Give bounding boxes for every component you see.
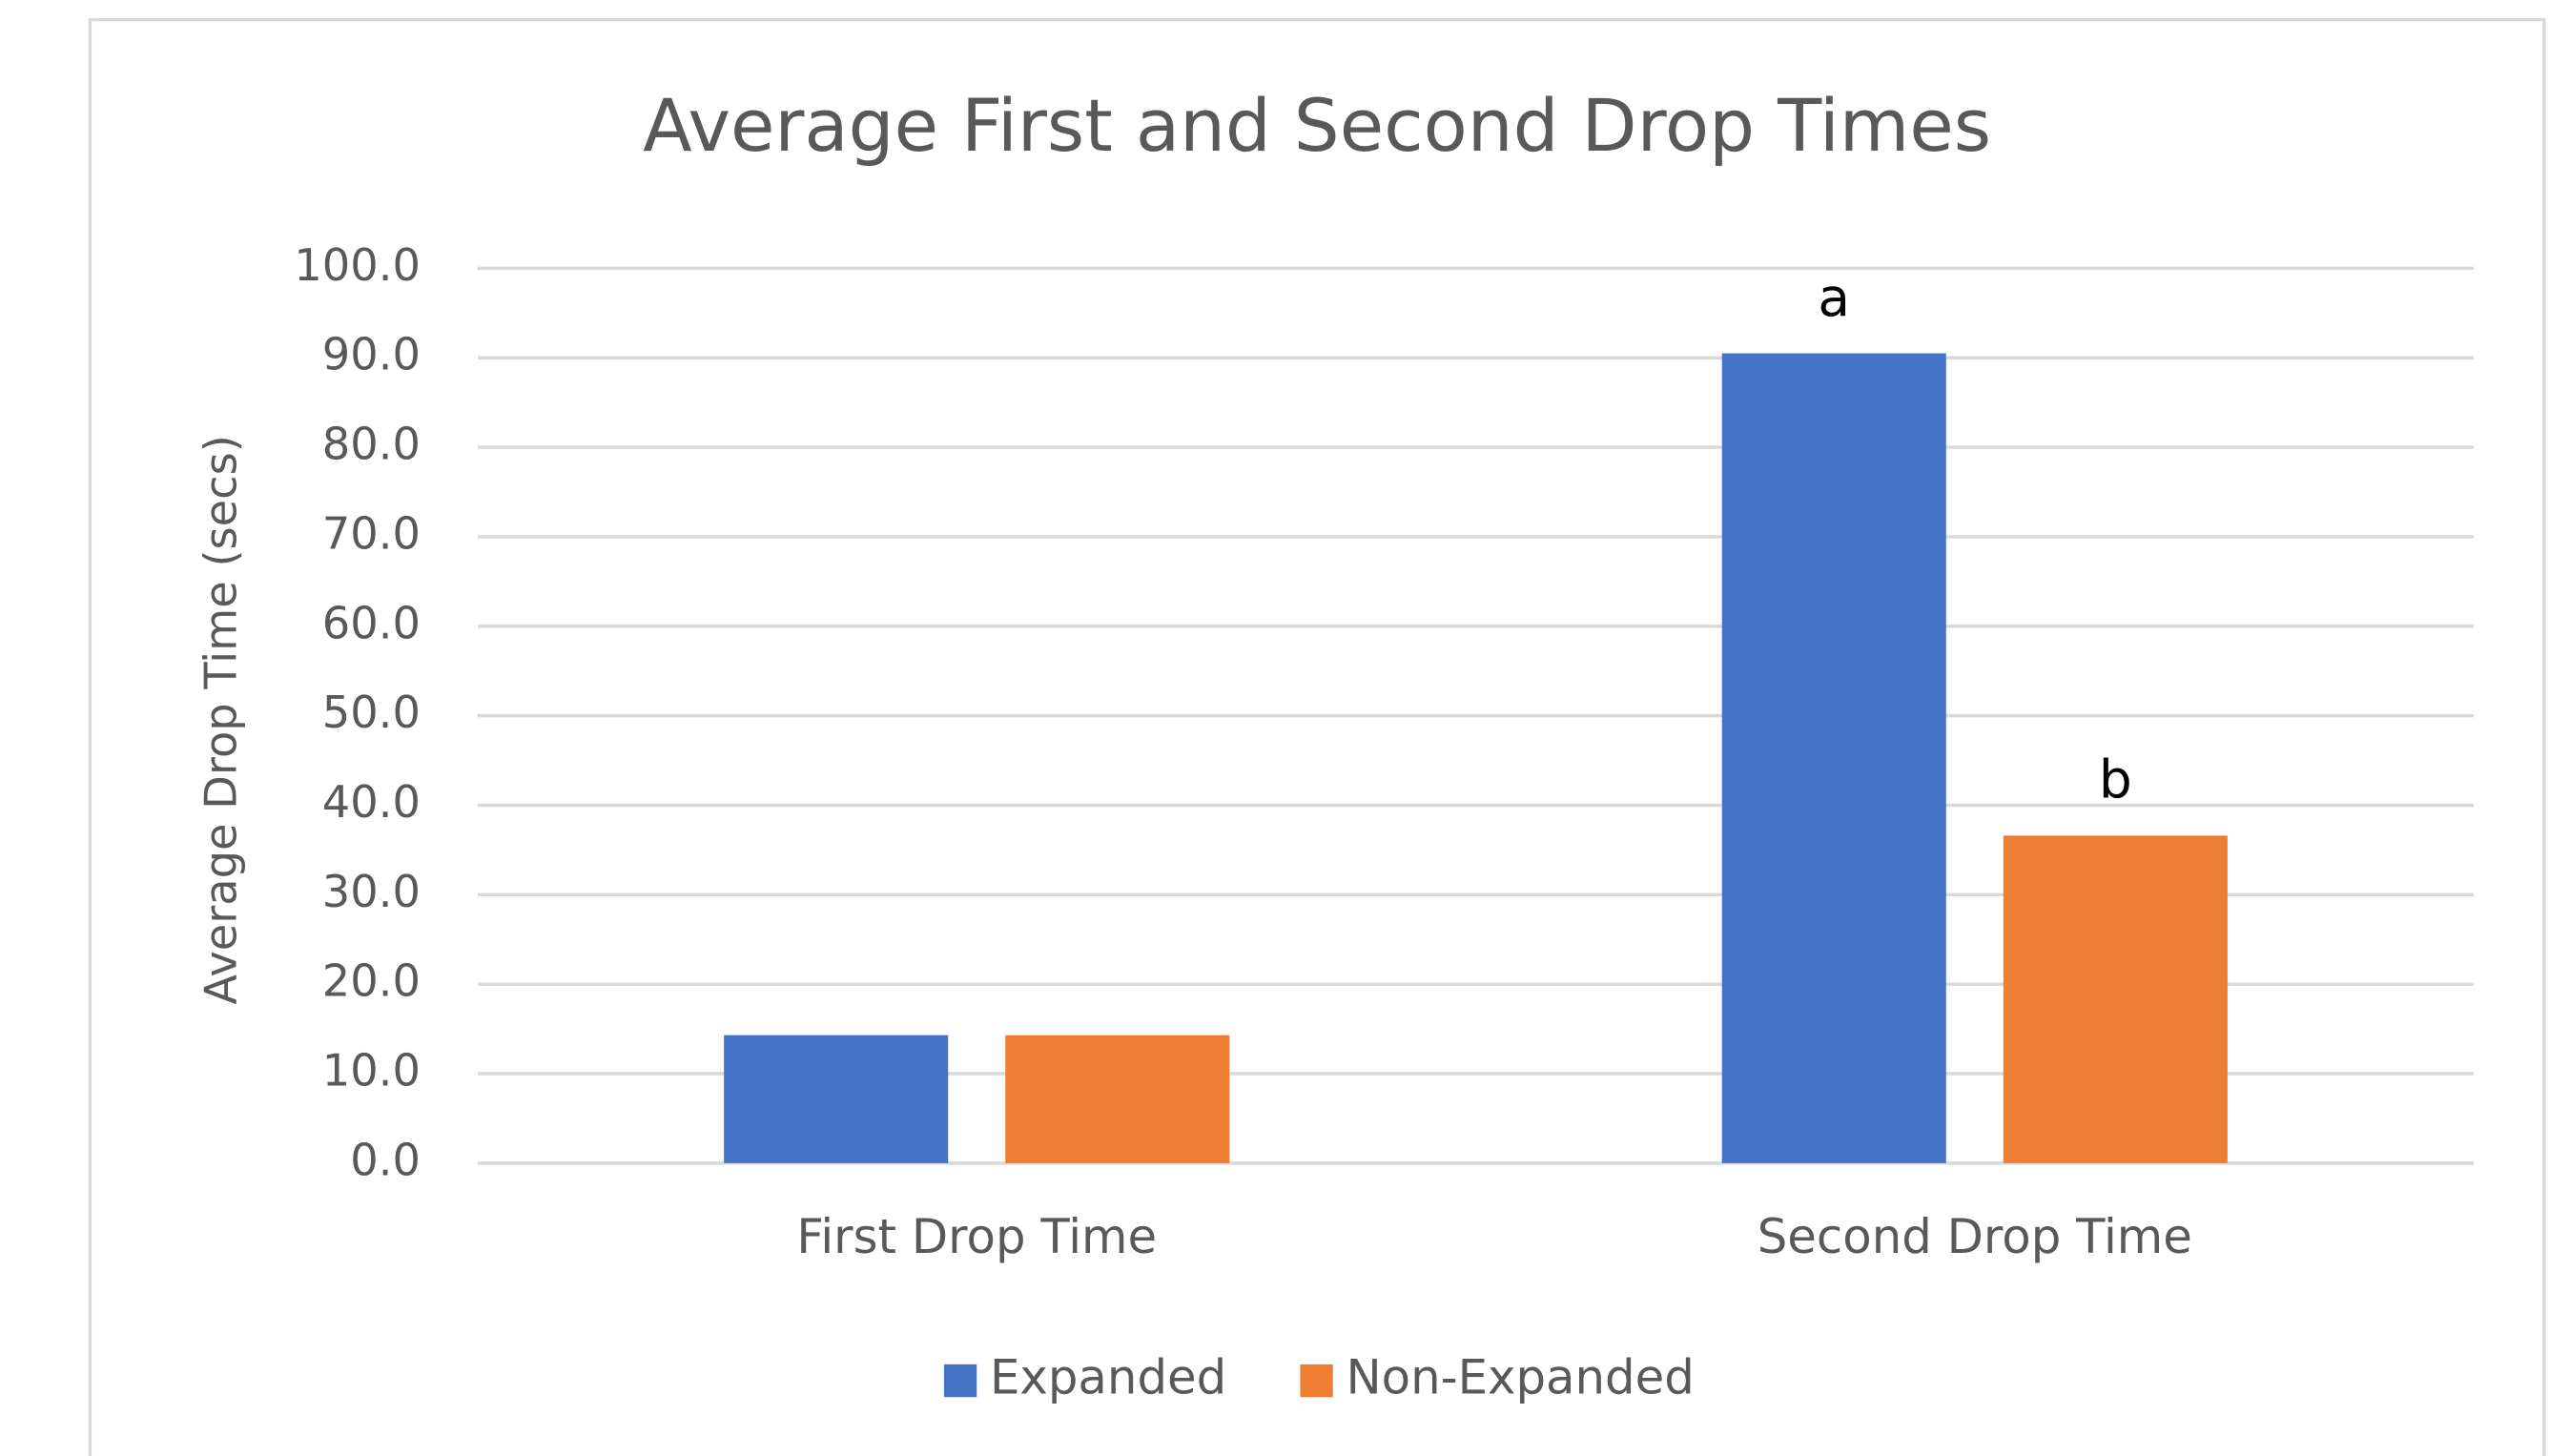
chart-title: Average First and Second Drop Times (643, 84, 1991, 168)
chart-border (88, 17, 2546, 1456)
bar (2003, 835, 2228, 1163)
legend-swatch (943, 1364, 977, 1398)
y-tick-label: 10.0 (322, 1045, 421, 1097)
bar (724, 1035, 949, 1163)
x-tick-label: Second Drop Time (1758, 1209, 2192, 1264)
annotation: b (2099, 749, 2132, 810)
y-tick-label: 0.0 (350, 1134, 421, 1185)
x-tick-label: First Drop Time (796, 1209, 1157, 1264)
y-tick-label: 100.0 (294, 239, 421, 291)
annotation: a (1818, 267, 1850, 328)
y-tick-label: 40.0 (322, 776, 421, 828)
bar (1721, 353, 1946, 1163)
y-tick-label: 50.0 (322, 687, 421, 738)
legend-swatch (1300, 1364, 1333, 1398)
legend-label: Expanded (990, 1350, 1226, 1405)
y-tick-label: 80.0 (322, 419, 421, 470)
y-tick-label: 60.0 (322, 597, 421, 648)
legend-label: Non-Expanded (1346, 1350, 1694, 1405)
bar (1005, 1035, 1230, 1163)
y-tick-label: 70.0 (322, 507, 421, 559)
y-tick-label: 30.0 (322, 866, 421, 917)
y-tick-label: 90.0 (322, 329, 421, 380)
y-tick-label: 20.0 (322, 955, 421, 1007)
y-axis-label: Average Drop Time (secs) (195, 435, 247, 1004)
